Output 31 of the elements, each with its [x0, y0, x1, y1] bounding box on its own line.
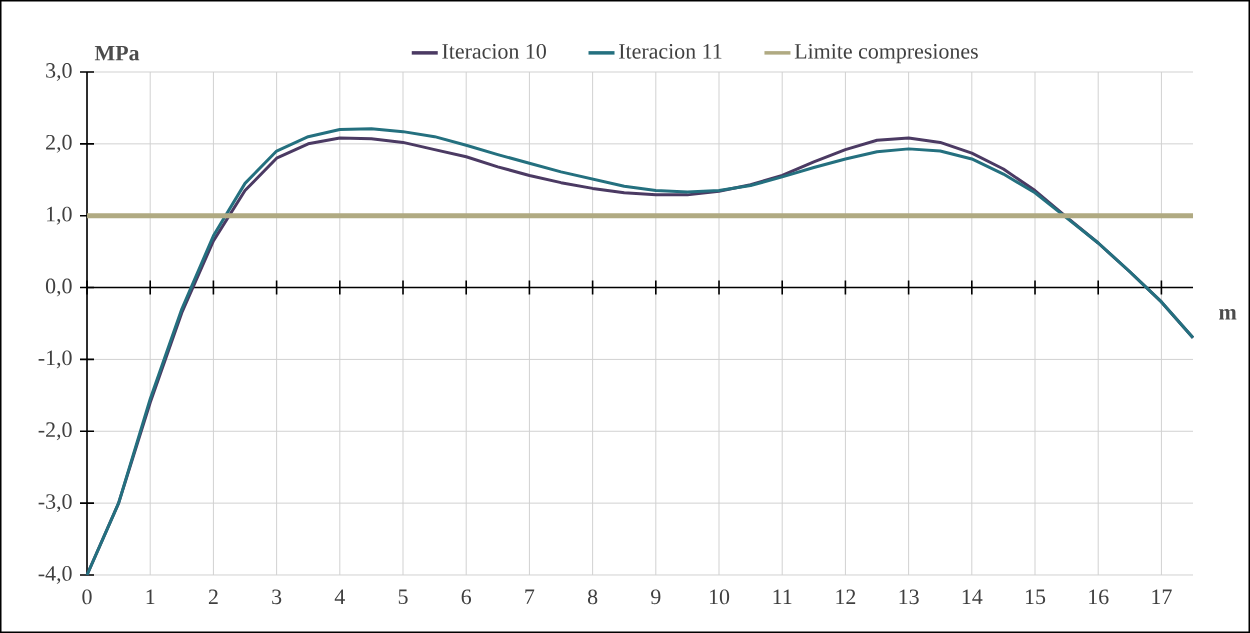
legend-label: Limite compresiones [794, 43, 978, 64]
x-tick-label: 9 [651, 589, 661, 605]
x-tick-label: 6 [461, 589, 472, 605]
x-tick-label: 3 [272, 589, 282, 605]
y-tick-label: -2,0 [38, 422, 72, 441]
x-tick-label: 7 [525, 589, 535, 604]
x-tick-label: 13 [899, 589, 919, 605]
x-tick-label: 15 [1025, 589, 1046, 605]
x-tick-label: 12 [836, 589, 856, 605]
y-tick-label: 0,0 [45, 278, 72, 297]
legend-label: Iteracion 11 [619, 43, 722, 59]
y-tick-label: -1,0 [38, 350, 72, 369]
y-tick-label: -4,0 [38, 566, 72, 584]
y-axis-title: MPa [94, 45, 140, 61]
y-tick-label: -3,0 [38, 494, 72, 513]
y-tick-label: 1,0 [47, 206, 72, 225]
x-tick-label: 2 [208, 589, 218, 605]
x-tick-label: 16 [1089, 589, 1109, 605]
legend-label: Iteracion 10 [442, 43, 546, 59]
x-tick-label: 1 [146, 589, 155, 604]
y-tick-label: 2,0 [46, 134, 72, 153]
x-tick-label: 11 [773, 589, 792, 604]
x-tick-label: 8 [587, 589, 598, 605]
x-tick-label: 17 [1152, 589, 1172, 604]
y-tick-label: 3,0 [46, 63, 72, 81]
x-tick-label: 4 [334, 589, 345, 604]
x-tick-label: 14 [962, 589, 983, 604]
x-tick-label: 5 [398, 589, 408, 605]
x-tick-label: 0 [82, 589, 92, 605]
x-tick-label: 10 [709, 589, 730, 605]
x-axis-title: m [1219, 309, 1237, 320]
